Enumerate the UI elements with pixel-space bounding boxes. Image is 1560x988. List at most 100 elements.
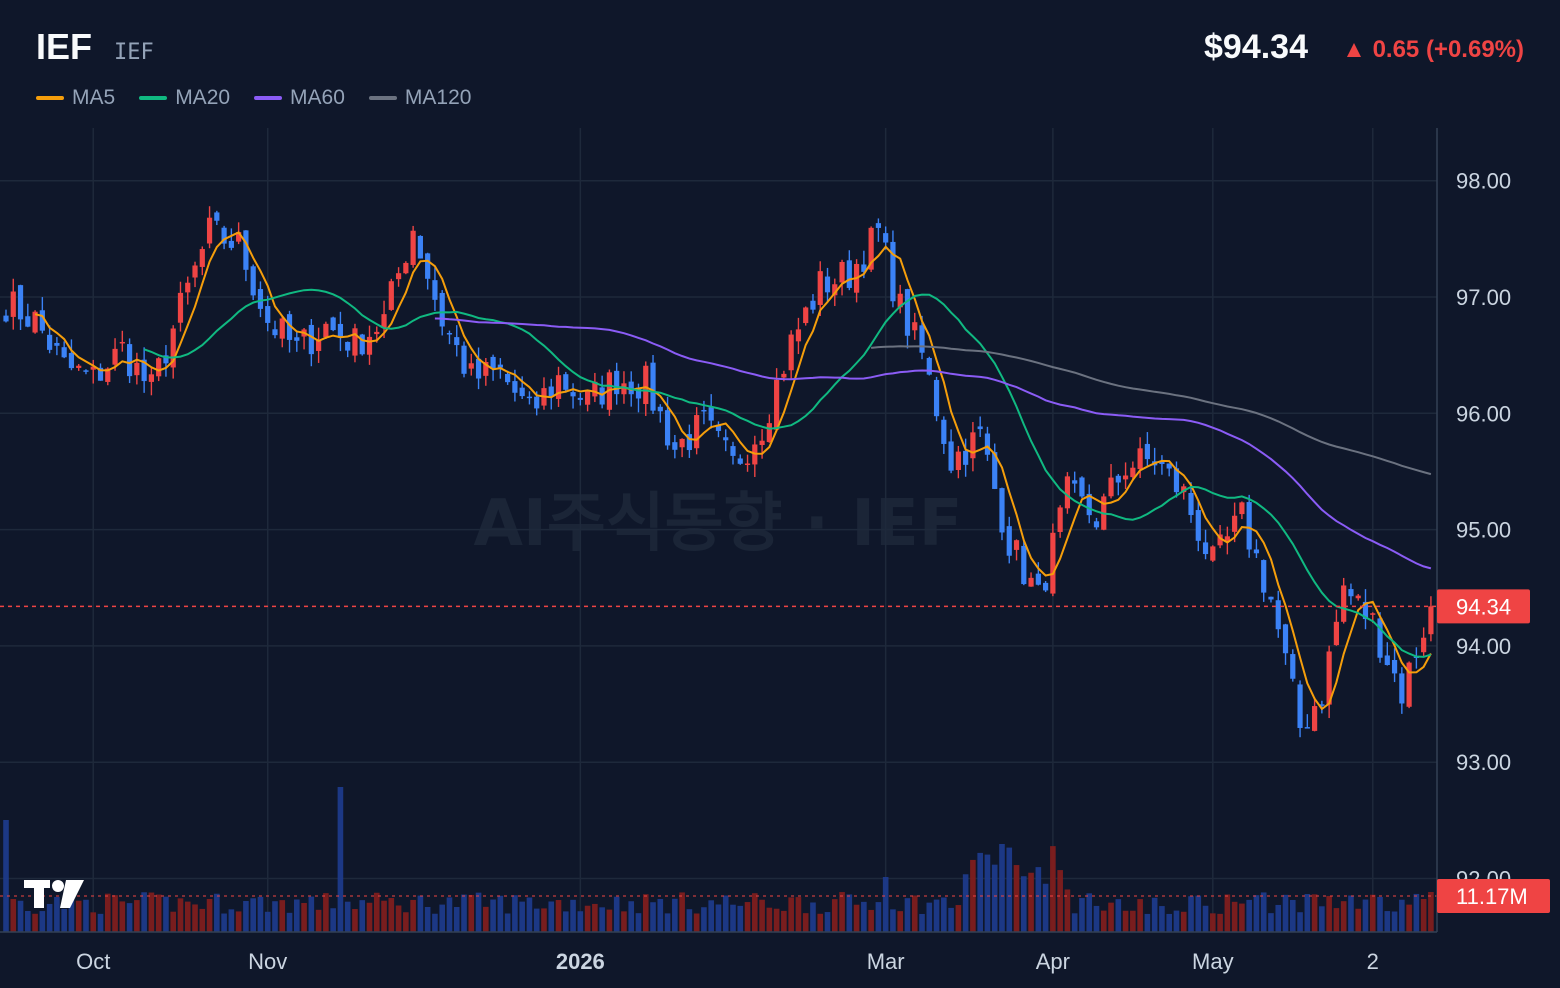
- volume-bar: [1406, 904, 1412, 932]
- candle: [650, 355, 656, 414]
- legend-label: MA5: [72, 86, 116, 109]
- volume-bar: [810, 902, 816, 932]
- volume-bar: [526, 897, 533, 932]
- candle: [308, 319, 314, 367]
- volume-bar: [1122, 910, 1129, 932]
- legend-item-ma60[interactable]: MA60: [254, 86, 345, 110]
- volume-bar: [650, 902, 656, 932]
- candle-body: [992, 452, 998, 489]
- candle-body: [803, 307, 809, 324]
- candle: [1021, 540, 1027, 586]
- candle-body: [1319, 704, 1325, 706]
- volume-bar: [446, 897, 453, 932]
- x-tick-label: Mar: [867, 949, 905, 974]
- candle-body: [1028, 577, 1034, 587]
- legend-item-ma120[interactable]: MA120: [368, 86, 472, 110]
- candle: [708, 394, 714, 429]
- candle-body: [657, 406, 663, 412]
- candle-body: [708, 407, 714, 421]
- candle-body: [25, 316, 31, 327]
- candle: [1130, 461, 1136, 481]
- candle: [803, 306, 809, 326]
- candle-body: [54, 342, 60, 346]
- volume-bars: [3, 787, 1434, 932]
- volume-bar: [672, 898, 678, 932]
- candle-body: [1064, 476, 1071, 509]
- volume-bar: [970, 859, 976, 932]
- volume-bar: [766, 907, 773, 932]
- candle: [468, 353, 474, 376]
- volume-bar: [1217, 913, 1223, 932]
- volume-bar: [984, 854, 991, 932]
- volume-bar: [1428, 892, 1434, 932]
- legend-item-ma20[interactable]: MA20: [139, 86, 230, 110]
- candle-body: [1253, 549, 1260, 554]
- volume-bar: [432, 913, 438, 932]
- volume-bar: [1239, 903, 1245, 932]
- candle: [214, 210, 220, 226]
- volume-bar: [824, 912, 831, 932]
- x-tick-label: Apr: [1036, 949, 1070, 974]
- candle-body: [1275, 600, 1281, 630]
- current-price: $94.34: [1204, 28, 1308, 66]
- candle-body: [694, 415, 700, 449]
- volume-bar: [882, 877, 889, 932]
- volume-bar: [1028, 872, 1034, 932]
- volume-bar: [1057, 870, 1063, 932]
- moving-average-lines: [34, 231, 1432, 711]
- volume-bar: [926, 902, 933, 932]
- candle-body: [1130, 467, 1136, 478]
- candle-body: [701, 409, 707, 412]
- volume-bar: [46, 903, 53, 932]
- volume-bar: [381, 900, 387, 932]
- candle: [265, 295, 271, 332]
- candle: [1122, 462, 1129, 490]
- candle: [1377, 612, 1383, 663]
- candle: [963, 438, 969, 477]
- candle-body: [1406, 662, 1412, 707]
- volume-bar: [1297, 912, 1303, 932]
- candle-body: [563, 374, 569, 390]
- candle-body: [1428, 606, 1434, 635]
- candle-body: [912, 322, 918, 331]
- candle: [715, 421, 722, 438]
- ticker-symbol: IEF: [36, 26, 93, 67]
- volume-bar: [948, 907, 954, 932]
- volume-bar: [1326, 895, 1332, 932]
- volume-bar: [1108, 902, 1114, 932]
- legend-label: MA120: [404, 86, 472, 109]
- candle-body: [1312, 706, 1318, 731]
- candle: [1079, 476, 1085, 498]
- candle-body: [919, 325, 925, 353]
- candle: [585, 389, 591, 412]
- volume-bar: [366, 902, 373, 932]
- volume-bar: [839, 892, 845, 932]
- candle: [257, 281, 264, 318]
- volume-bar: [497, 895, 504, 932]
- candle-body: [214, 212, 220, 221]
- candle: [926, 356, 932, 376]
- candle-body: [1202, 542, 1209, 555]
- legend-label: MA20: [175, 86, 231, 109]
- candle-body: [1304, 727, 1310, 729]
- candle-body: [243, 230, 249, 270]
- candle: [1319, 700, 1325, 714]
- legend-item-ma5[interactable]: MA5: [36, 86, 115, 110]
- volume-bar: [243, 900, 249, 932]
- last-price-tag-bg: [1437, 589, 1530, 624]
- candle-body: [90, 366, 96, 370]
- candle-body: [1122, 475, 1129, 480]
- candle-body: [999, 488, 1005, 533]
- candle: [141, 347, 147, 393]
- candle-body: [774, 379, 780, 430]
- candle: [425, 252, 431, 290]
- candle-body: [643, 365, 649, 405]
- volume-bar: [606, 909, 613, 932]
- candle-body: [381, 314, 387, 329]
- volume-bar: [599, 907, 605, 932]
- candle-body: [199, 249, 205, 267]
- volume-bar: [621, 911, 627, 932]
- volume-bar: [752, 893, 758, 932]
- volume-bar: [1144, 913, 1151, 932]
